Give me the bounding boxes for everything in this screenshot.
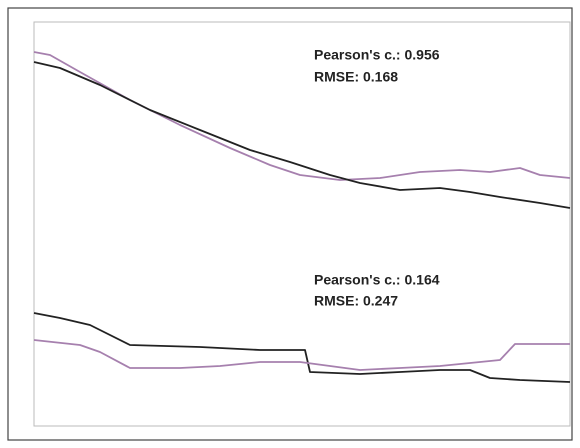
annotation: RMSE: 0.168 [314, 69, 398, 85]
annotation: Pearson's c.: 0.164 [314, 272, 440, 288]
frame [7, 7, 573, 441]
annotation: RMSE: 0.247 [314, 293, 398, 309]
annotation: Pearson's c.: 0.956 [314, 47, 440, 63]
line [33, 339, 570, 371]
line [33, 51, 571, 181]
line [33, 312, 571, 383]
plot-area [33, 21, 571, 427]
line [33, 61, 571, 209]
